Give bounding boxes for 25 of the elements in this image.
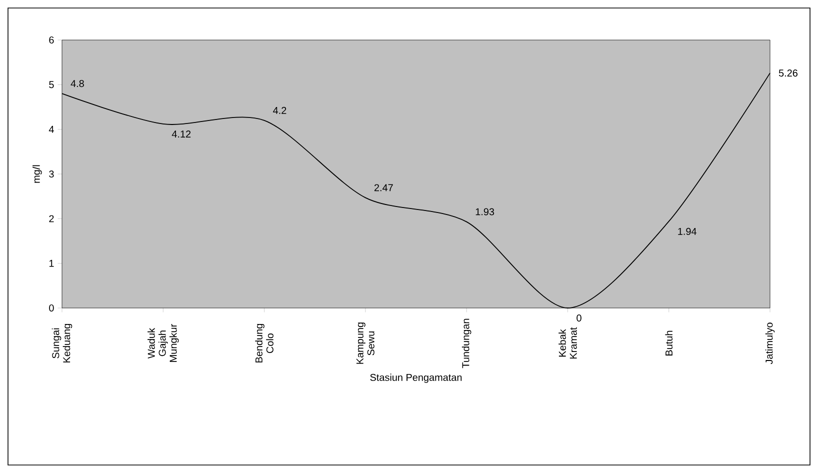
data-label: 1.94 [678, 228, 696, 235]
data-label: 2.47 [374, 184, 393, 192]
x-tick-label: Tundungan [462, 318, 472, 368]
x-tick-label: Bendung Colo [255, 324, 274, 362]
y-tick-label: 4 [48, 126, 54, 133]
x-tick-label: Jatimulyo [765, 322, 775, 364]
y-tick-label: 2 [49, 215, 54, 222]
y-axis-title: mg/l [32, 165, 42, 183]
y-tick-label: 6 [49, 36, 54, 44]
x-tick-label: Sungai Keduang [52, 324, 72, 362]
data-label: 0 [576, 314, 582, 322]
x-axis-title: Stasiun Pengamatan [370, 374, 462, 383]
data-label: 5.26 [778, 70, 798, 77]
data-label: 4.2 [273, 106, 286, 114]
y-tick-label: 0 [49, 304, 54, 312]
data-label: 1.93 [476, 208, 494, 216]
x-tick-label: Waduk Gajah Mungkur [148, 324, 179, 362]
y-tick-label: 5 [49, 81, 54, 88]
x-tick-label: Kampung Sewu [356, 322, 374, 364]
data-label: 4.12 [172, 130, 191, 138]
x-tick-label: Kebak Kramat [558, 327, 577, 359]
y-tick-label: 1 [49, 260, 54, 267]
y-tick-label: 3 [49, 170, 54, 178]
x-tick-label: Butuh [665, 330, 673, 356]
data-label: 4.8 [70, 80, 84, 88]
